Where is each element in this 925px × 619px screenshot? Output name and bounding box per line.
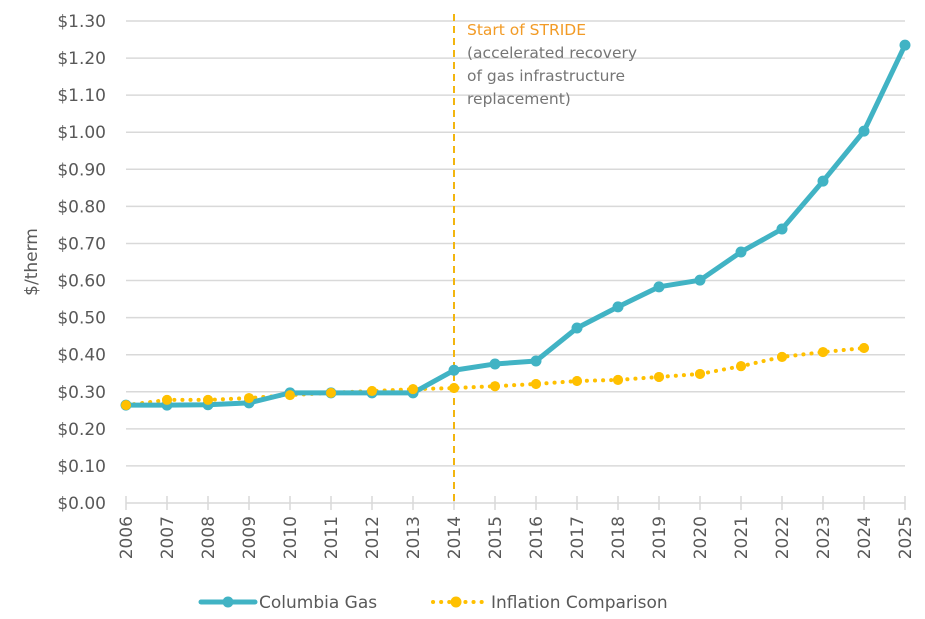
y-tick-label: $0.00 bbox=[57, 494, 106, 514]
legend: Columbia Gas Inflation Comparison bbox=[198, 593, 668, 613]
y-tick-label: $0.90 bbox=[57, 160, 106, 180]
y-tick-label: $0.60 bbox=[57, 272, 106, 292]
x-axis-tick-labels: 2006 2007 2008 2009 2010 2011 2012 2013 2014 2015… bbox=[117, 516, 916, 559]
y-tick-label: $0.50 bbox=[57, 309, 106, 329]
x-axis bbox=[125, 496, 906, 510]
data-point-inflation-comparison-overlay bbox=[654, 371, 664, 382]
data-point-inflation-comparison-overlay bbox=[490, 381, 500, 392]
series-layer bbox=[120, 39, 911, 411]
x-tick-label: 2020 bbox=[691, 516, 711, 559]
data-point-inflation-comparison-overlay bbox=[613, 374, 623, 385]
data-point-columbia-gas[interactable] bbox=[571, 322, 583, 334]
legend-marker-columbia-gas bbox=[222, 596, 234, 608]
y-tick-label: $0.20 bbox=[57, 420, 106, 440]
data-point-inflation-comparison-overlay bbox=[162, 394, 172, 405]
x-tick-label: 2012 bbox=[363, 516, 383, 559]
legend-label-inflation-comparison: Inflation Comparison bbox=[491, 593, 668, 613]
y-tick-label: $0.40 bbox=[57, 346, 106, 366]
data-point-inflation-comparison-overlay bbox=[203, 394, 213, 405]
x-tick-label: 2016 bbox=[527, 516, 547, 559]
x-tick-label: 2018 bbox=[609, 516, 629, 559]
x-tick-label: 2024 bbox=[855, 516, 875, 559]
x-tick-label: 2015 bbox=[486, 516, 506, 559]
data-point-columbia-gas[interactable] bbox=[899, 39, 911, 51]
data-point-inflation-comparison-overlay bbox=[736, 361, 746, 372]
data-point-inflation-comparison-overlay bbox=[367, 386, 377, 397]
data-point-inflation-comparison-overlay bbox=[859, 343, 869, 354]
x-tick-label: 2025 bbox=[896, 516, 916, 559]
y-tick-label: $0.80 bbox=[57, 197, 106, 217]
gridlines bbox=[126, 20, 905, 467]
y-tick-label: $0.30 bbox=[57, 383, 106, 403]
y-tick-label: $1.30 bbox=[57, 12, 106, 32]
data-point-columbia-gas[interactable] bbox=[653, 281, 665, 293]
data-point-inflation-comparison-overlay bbox=[449, 383, 459, 394]
x-tick-label: 2009 bbox=[240, 516, 260, 559]
x-tick-label: 2010 bbox=[281, 516, 301, 559]
data-point-inflation-comparison-overlay bbox=[531, 378, 541, 389]
x-tick-label: 2011 bbox=[322, 516, 342, 559]
data-point-inflation-comparison-overlay bbox=[326, 387, 336, 398]
y-tick-label: $1.10 bbox=[57, 86, 106, 106]
data-point-columbia-gas[interactable] bbox=[776, 223, 788, 235]
annotation-line-3: replacement) bbox=[467, 90, 571, 108]
annotation-line-2: of gas infrastructure bbox=[467, 67, 625, 85]
data-point-columbia-gas[interactable] bbox=[858, 125, 870, 137]
legend-item-columbia-gas[interactable]: Columbia Gas bbox=[198, 593, 377, 613]
y-tick-label: $0.10 bbox=[57, 457, 106, 477]
legend-item-inflation-comparison[interactable]: Inflation Comparison bbox=[431, 593, 668, 613]
data-point-columbia-gas[interactable] bbox=[489, 358, 501, 370]
data-point-inflation-comparison-overlay bbox=[572, 376, 582, 387]
data-point-inflation-comparison-overlay bbox=[408, 384, 418, 395]
data-point-inflation-comparison-overlay bbox=[244, 393, 254, 404]
data-point-inflation-comparison-overlay bbox=[818, 347, 828, 358]
x-tick-label: 2014 bbox=[445, 516, 465, 559]
stride-annotation: Start of STRIDE (accelerated recovery of… bbox=[453, 14, 637, 503]
x-tick-label: 2022 bbox=[773, 516, 793, 559]
data-point-inflation-comparison-overlay bbox=[285, 390, 295, 401]
x-tick-label: 2008 bbox=[199, 516, 219, 559]
data-point-columbia-gas[interactable] bbox=[694, 274, 706, 286]
data-point-columbia-gas[interactable] bbox=[817, 175, 829, 187]
x-tick-label: 2021 bbox=[732, 516, 752, 559]
y-tick-label: $0.70 bbox=[57, 234, 106, 254]
series-line-inflation-comparison bbox=[124, 346, 866, 408]
data-point-columbia-gas[interactable] bbox=[612, 301, 624, 313]
series-line-columbia-gas bbox=[123, 42, 908, 408]
data-point-inflation-comparison-overlay bbox=[777, 351, 787, 362]
data-point-columbia-gas[interactable] bbox=[735, 246, 747, 258]
x-tick-label: 2023 bbox=[814, 516, 834, 559]
data-point-inflation-comparison-overlay bbox=[695, 368, 705, 379]
x-tick-label: 2019 bbox=[650, 516, 670, 559]
legend-label-columbia-gas: Columbia Gas bbox=[259, 593, 377, 613]
annotation-line-1: (accelerated recovery bbox=[467, 44, 637, 62]
data-point-columbia-gas[interactable] bbox=[530, 355, 542, 367]
y-tick-label: $1.20 bbox=[57, 49, 106, 69]
y-axis-title: $/therm bbox=[22, 228, 42, 296]
data-point-inflation-comparison-overlay bbox=[121, 400, 131, 411]
y-axis-ticks: $0.00 $0.10 $0.20 $0.30 $0.40 $0.50 $0.60 $0.70… bbox=[57, 12, 106, 514]
annotation-title: Start of STRIDE bbox=[467, 21, 586, 39]
legend-marker-inflation-comparison bbox=[450, 596, 462, 608]
x-tick-label: 2013 bbox=[404, 516, 424, 559]
y-tick-label: $1.00 bbox=[57, 123, 106, 143]
data-point-columbia-gas[interactable] bbox=[448, 364, 460, 376]
x-tick-label: 2007 bbox=[158, 516, 178, 559]
x-tick-label: 2006 bbox=[117, 516, 137, 559]
x-tick-label: 2017 bbox=[568, 516, 588, 559]
